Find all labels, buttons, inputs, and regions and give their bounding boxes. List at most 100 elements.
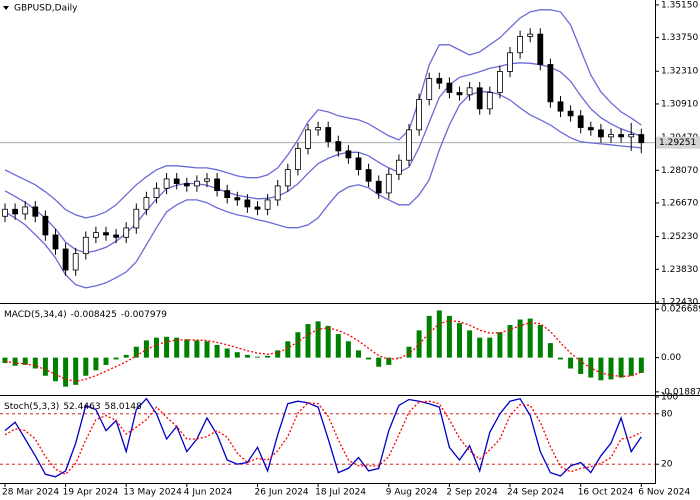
x-tick-label: 26 Jun 2024 [255, 488, 309, 498]
candle-body [193, 180, 200, 187]
macd-bar [174, 337, 180, 358]
macd-bar [194, 340, 200, 358]
candle-body [557, 101, 564, 112]
macd-bar [446, 315, 452, 358]
candle-body [284, 169, 291, 187]
candle-body [2, 208, 8, 217]
macd-bar [295, 332, 301, 358]
macd-bar [406, 346, 412, 358]
macd-value: -0.008425 [71, 310, 117, 320]
candle-body [436, 78, 443, 84]
candle-body [305, 129, 311, 149]
macd-bar [224, 348, 230, 358]
candle-body [638, 134, 645, 144]
macd-bar [133, 346, 139, 358]
candle-body [335, 141, 342, 152]
stoch-k-line [4, 397, 642, 478]
candle-body [62, 248, 69, 271]
candle-body [446, 82, 453, 93]
macd-bar [467, 330, 473, 358]
macd-bar [628, 357, 634, 376]
band-upper [4, 9, 642, 219]
candle-body [294, 148, 301, 170]
candle-body [224, 190, 231, 198]
macd-bar [244, 354, 250, 358]
candle-body [315, 127, 322, 131]
macd-bar [305, 324, 311, 358]
y-tick-label: 1.33750 [661, 33, 698, 43]
macd-bar [63, 357, 69, 387]
macd-bar [396, 357, 402, 359]
macd-bar [123, 354, 129, 358]
candle-body [204, 178, 210, 182]
macd-bar [184, 339, 190, 358]
candle-body [143, 197, 150, 210]
macd-bar [113, 357, 119, 360]
macd-bar [527, 318, 533, 358]
macd-bar [598, 357, 604, 381]
candle-body [123, 227, 130, 238]
macd-bar [103, 357, 109, 365]
candle-body [426, 78, 433, 100]
candle-body [486, 92, 493, 110]
candle-body [598, 129, 604, 138]
y-tick-label: 1.30910 [661, 99, 698, 109]
x-tick-label: 2 Sep 2024 [446, 488, 498, 498]
macd-bar [93, 357, 99, 371]
macd-bar [275, 350, 281, 358]
macd-bar [376, 357, 382, 367]
candle-body [163, 178, 170, 189]
candle-body [577, 115, 584, 128]
candle-body [587, 127, 594, 131]
x-tick-label: 28 Mar 2024 [2, 488, 59, 498]
candle-body [567, 110, 574, 117]
macd-bar [457, 323, 462, 358]
macd-bar [568, 357, 574, 369]
candle-body [618, 134, 624, 138]
candle-body [375, 180, 382, 194]
macd-bar [83, 357, 89, 376]
y-tick-label: 1.28070 [661, 166, 698, 176]
macd-bar [507, 324, 513, 358]
candle-body [537, 33, 544, 65]
y-tick-label: -0.018877 [661, 387, 700, 397]
stoch-d-value: 58.0148 [105, 402, 142, 412]
candle-body [52, 234, 59, 250]
macd-header: MACD(5,34,4) -0.008425 -0.007979 [4, 310, 167, 320]
macd-bar [22, 357, 28, 365]
stoch-k-value: 52.4463 [63, 402, 100, 412]
candle-body [264, 199, 271, 210]
y-tick-label: 1.35150 [661, 0, 698, 10]
candle-body [345, 150, 352, 159]
candle-body [527, 33, 534, 37]
macd-bar [2, 357, 8, 364]
candle-body [416, 99, 423, 131]
last-price-box [656, 136, 700, 149]
y-tick-label: 1.22430 [661, 298, 698, 308]
candle-body [466, 87, 473, 96]
macd-bar [335, 334, 341, 358]
signal-value: -0.007979 [121, 310, 167, 320]
candle-body [82, 236, 89, 255]
candle-body [234, 197, 241, 201]
macd-bar [517, 319, 523, 358]
macd-bar [608, 357, 614, 380]
macd-bar [477, 337, 483, 358]
macd-bar [154, 337, 159, 358]
candle-body [72, 253, 79, 271]
x-tick-label: 9 Aug 2024 [386, 488, 438, 498]
macd-bar [285, 341, 291, 358]
menu-triangle [3, 6, 9, 10]
candle-body [355, 157, 362, 170]
x-tick-label: 24 Sep 2024 [507, 488, 564, 498]
y-tick-label: 0.00 [661, 353, 681, 363]
macd-bar [53, 357, 58, 382]
macd-bar [436, 310, 442, 358]
candle-body [183, 183, 190, 187]
macd-bar [42, 357, 48, 376]
macd-bar [366, 357, 372, 360]
macd-bar [255, 356, 260, 358]
macd-bar [558, 357, 563, 360]
